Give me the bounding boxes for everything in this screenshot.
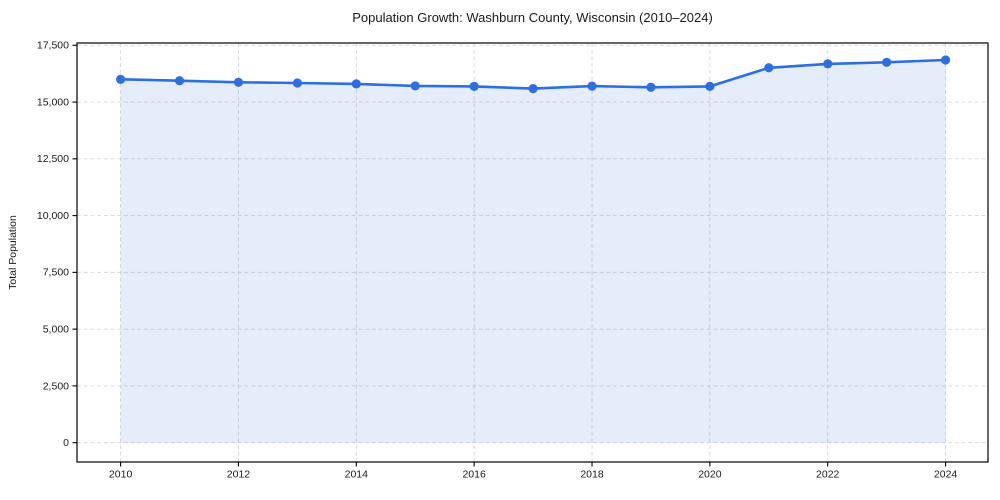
data-point-marker: [410, 81, 420, 91]
y-tick-label: 15,000: [37, 96, 69, 108]
data-point-marker: [233, 77, 244, 87]
x-tick-label: 2012: [227, 469, 251, 481]
x-tick-label: 2016: [462, 469, 486, 481]
x-tick-label: 2010: [109, 469, 133, 481]
data-point-marker: [116, 74, 126, 84]
y-axis-label: Total Population: [7, 215, 19, 290]
data-point-marker: [940, 55, 951, 65]
data-point-marker: [174, 76, 185, 86]
data-point-marker: [764, 63, 774, 73]
y-tick-label: 0: [63, 437, 69, 449]
data-point-marker: [705, 81, 715, 91]
data-markers-layer: [116, 55, 951, 94]
x-tick-label: 2014: [345, 469, 369, 481]
area-fill-layer: [120, 60, 946, 443]
y-tick-label: 2,500: [43, 380, 69, 392]
x-tick-label: 2018: [580, 469, 604, 481]
axes-layer: 0 2,500 5,000 7,500 10,000 12,500 15,000 17,500…: [37, 40, 989, 481]
data-point-marker: [528, 84, 538, 94]
area-fill: [120, 60, 946, 443]
y-tick-label: 10,000: [37, 210, 69, 222]
x-tick-label: 2022: [816, 469, 840, 481]
data-point-marker: [882, 57, 892, 67]
gridlines-layer: [77, 43, 988, 462]
y-tick-label: 17,500: [37, 40, 69, 52]
data-point-marker: [351, 79, 361, 89]
data-point-marker: [823, 59, 833, 69]
chart-title: Population Growth: Washburn County, Wisc…: [352, 10, 713, 25]
data-point-marker: [292, 78, 302, 88]
x-tick-label: 2020: [698, 469, 722, 481]
y-tick-label: 7,500: [43, 267, 69, 279]
y-tick-label: 12,500: [37, 153, 69, 165]
y-tick-label: 5,000: [43, 324, 69, 336]
data-point-marker: [646, 82, 656, 92]
x-tick-label: 2024: [934, 469, 958, 481]
data-point-marker: [587, 81, 597, 91]
plot-border: [76, 42, 989, 463]
data-point-marker: [469, 81, 479, 91]
